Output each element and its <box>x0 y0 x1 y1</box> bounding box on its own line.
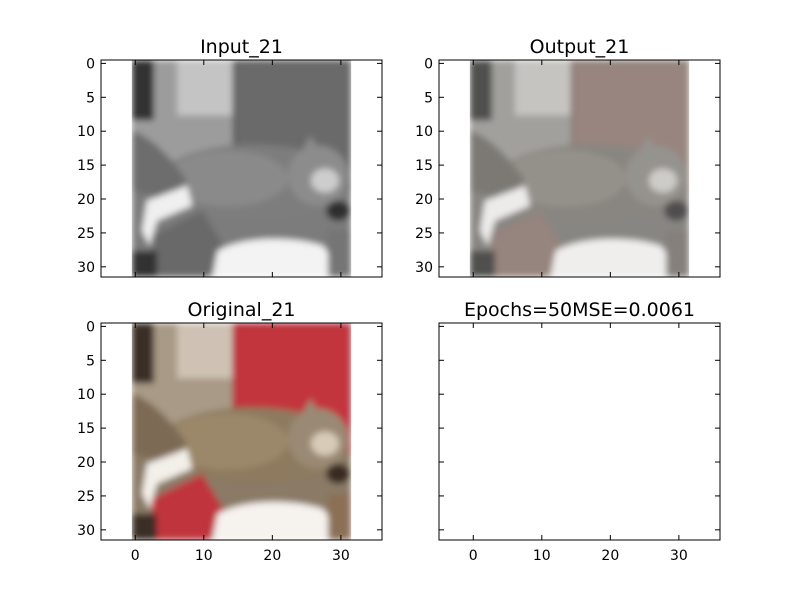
y-tick-label: 30 <box>77 523 95 539</box>
y-tick-label: 10 <box>415 124 433 140</box>
y-tick-label: 0 <box>86 56 95 72</box>
y-tick-label: 25 <box>415 226 433 242</box>
y-tick-label: 20 <box>77 455 95 471</box>
y-tick-label: 0 <box>424 56 433 72</box>
y-tick-label: 5 <box>424 90 433 106</box>
y-tick-label: 10 <box>77 387 95 403</box>
y-tick-label: 5 <box>86 90 95 106</box>
image-3 <box>131 323 352 540</box>
x-tick-label: 0 <box>131 548 140 564</box>
y-tick-label: 15 <box>77 158 95 174</box>
image-2 <box>469 60 690 277</box>
x-tick-label: 30 <box>670 548 688 564</box>
subplot-2: 0 5 10 15 20 25 30 Output_21 <box>415 36 721 278</box>
y-tick-label: 0 <box>86 319 95 335</box>
subplot-title: Input_21 <box>200 36 283 58</box>
subplot-3: 0 10 20 30 0 5 10 15 20 25 30 Original_21 <box>77 299 383 564</box>
subplot-title: Original_21 <box>187 299 295 321</box>
x-tick-label: 20 <box>601 548 619 564</box>
y-tick-label: 20 <box>77 192 95 208</box>
x-tick-label: 30 <box>332 548 350 564</box>
axes-frame <box>438 59 721 278</box>
x-tick-label: 20 <box>263 548 281 564</box>
y-tick-label: 5 <box>86 353 95 369</box>
y-tick-label: 20 <box>415 192 433 208</box>
y-tick-label: 30 <box>415 260 433 276</box>
axes-frame <box>100 322 383 541</box>
subplot-title: Epochs=50MSE=0.0061 <box>464 299 695 321</box>
y-tick-label: 30 <box>77 260 95 276</box>
axes-frame <box>438 322 721 541</box>
y-tick-label: 15 <box>77 421 95 437</box>
y-tick-label: 15 <box>415 158 433 174</box>
subplot-title: Output_21 <box>530 36 630 58</box>
x-tick-label: 0 <box>469 548 478 564</box>
y-tick-label: 10 <box>77 124 95 140</box>
axes-frame <box>100 59 383 278</box>
x-tick-label: 10 <box>195 548 213 564</box>
subplot-1: 0 5 10 15 20 25 30 Input_21 <box>77 36 383 278</box>
image-1 <box>131 60 352 277</box>
subplot-4: 0 10 20 30 Epochs=50MSE=0.0061 <box>438 299 721 564</box>
y-tick-label: 25 <box>77 489 95 505</box>
x-tick-label: 10 <box>533 548 551 564</box>
y-tick-label: 25 <box>77 226 95 242</box>
